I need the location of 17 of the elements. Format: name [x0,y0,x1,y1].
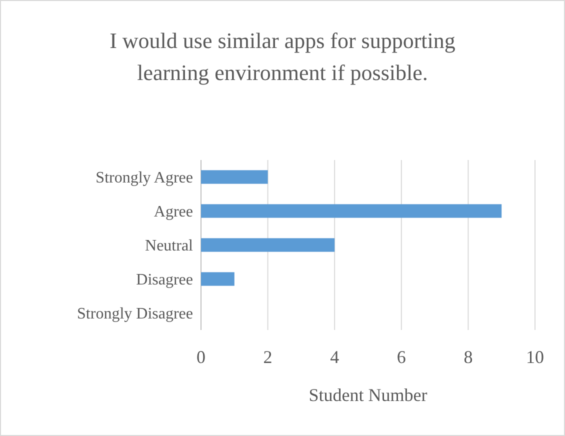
bar [201,170,268,184]
x-tick-label: 4 [330,347,340,367]
chart-title: I would use similar apps for supporting learning environment if possible. [110,28,456,85]
bar [201,204,502,218]
y-tick-label: Strongly Agree [96,170,193,187]
y-tick-label: Strongly Disagree [77,306,193,323]
y-tick-label: Disagree [136,272,193,289]
x-tick-label: 2 [263,347,272,367]
x-tick-label: 8 [464,347,473,367]
x-tick-label: 10 [526,347,544,367]
bar [201,272,234,286]
x-tick-label: 6 [396,347,406,367]
x-axis-title: Student Number [308,385,428,405]
y-tick-label: Agree [154,204,193,221]
y-tick-label: Neutral [145,238,194,255]
bar [201,238,335,252]
x-tick-label: 0 [196,347,206,367]
